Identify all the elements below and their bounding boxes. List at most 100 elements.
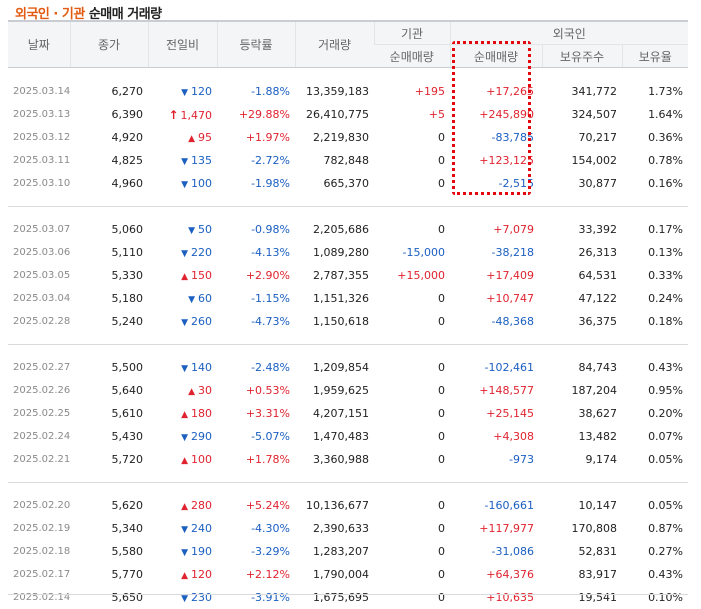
cell-holding-ratio: 0.05%: [622, 494, 688, 517]
group-spacer: [8, 207, 688, 219]
cell-date: 2025.02.18: [8, 540, 70, 563]
cell-holding-ratio: 0.18%: [622, 310, 688, 333]
cell-foreign-net: +64,376: [450, 563, 542, 586]
cell-inst-net: 0: [374, 494, 450, 517]
cell-close: 5,610: [70, 402, 148, 425]
change-value: 260: [191, 315, 212, 328]
down-triangle-icon: ▼: [181, 548, 188, 558]
up-triangle-icon: ▲: [181, 502, 188, 512]
cell-holding-ratio: 0.20%: [622, 402, 688, 425]
change-value: 135: [191, 154, 212, 167]
cell-holdings: 33,392: [542, 218, 622, 241]
cell-date: 2025.03.05: [8, 264, 70, 287]
cell-change: ▲150: [148, 264, 217, 287]
cell-holdings: 36,375: [542, 310, 622, 333]
cell-close: 5,340: [70, 517, 148, 540]
change-value: 30: [198, 384, 212, 397]
group-spacer: [8, 345, 688, 357]
cell-volume: 1,283,207: [295, 540, 374, 563]
down-triangle-icon: ▼: [181, 180, 188, 190]
cell-change: ▼140: [148, 356, 217, 379]
change-value: 60: [198, 292, 212, 305]
cell-volume: 2,205,686: [295, 218, 374, 241]
cell-inst-net: +195: [374, 80, 450, 103]
cell-date: 2025.02.25: [8, 402, 70, 425]
cell-inst-net: 0: [374, 563, 450, 586]
cell-volume: 26,410,775: [295, 103, 374, 126]
cell-holdings: 30,877: [542, 172, 622, 195]
cell-inst-net: 0: [374, 310, 450, 333]
cell-foreign-net: +148,577: [450, 379, 542, 402]
group-divider: [8, 471, 688, 483]
down-triangle-icon: ▼: [181, 364, 188, 374]
cell-holding-ratio: 0.13%: [622, 241, 688, 264]
cell-close: 6,390: [70, 103, 148, 126]
down-triangle-icon: ▼: [188, 295, 195, 305]
cell-change: ▼60: [148, 287, 217, 310]
down-triangle-icon: ▼: [181, 157, 188, 167]
cell-holding-ratio: 0.10%: [622, 586, 688, 609]
cell-change: ▲95: [148, 126, 217, 149]
cell-change: ▼230: [148, 586, 217, 609]
cell-holdings: 83,917: [542, 563, 622, 586]
cell-date: 2025.02.27: [8, 356, 70, 379]
cell-holding-ratio: 0.78%: [622, 149, 688, 172]
cell-change: ▲100: [148, 448, 217, 471]
down-triangle-icon: ▼: [181, 525, 188, 535]
cell-volume: 2,219,830: [295, 126, 374, 149]
cell-volume: 1,470,483: [295, 425, 374, 448]
cell-date: 2025.02.20: [8, 494, 70, 517]
cell-foreign-net: +7,079: [450, 218, 542, 241]
investor-trading-table: 날짜 종가 전일비 등락률 거래량 기관 외국인 순매매량 순매매량 보유주수 …: [8, 20, 688, 609]
cell-date: 2025.02.21: [8, 448, 70, 471]
cell-rate: +5.24%: [217, 494, 295, 517]
cell-inst-net: 0: [374, 448, 450, 471]
cell-volume: 1,959,625: [295, 379, 374, 402]
cell-close: 5,430: [70, 425, 148, 448]
header-volume: 거래량: [295, 21, 374, 68]
cell-rate: -3.91%: [217, 586, 295, 609]
cell-foreign-net: +10,635: [450, 586, 542, 609]
change-value: 280: [191, 499, 212, 512]
cell-inst-net: 0: [374, 287, 450, 310]
change-value: 230: [191, 591, 212, 604]
cell-volume: 782,848: [295, 149, 374, 172]
header-inst-net: 순매매량: [374, 45, 450, 68]
down-triangle-icon: ▼: [181, 433, 188, 443]
cell-date: 2025.03.07: [8, 218, 70, 241]
cell-holding-ratio: 0.07%: [622, 425, 688, 448]
cell-close: 4,960: [70, 172, 148, 195]
cell-volume: 1,675,695: [295, 586, 374, 609]
group-divider: [8, 195, 688, 207]
cell-change: ▼50: [148, 218, 217, 241]
up-triangle-icon: ▲: [181, 571, 188, 581]
change-value: 100: [191, 453, 212, 466]
cell-holding-ratio: 1.73%: [622, 80, 688, 103]
cell-change: ▼240: [148, 517, 217, 540]
cell-change: ▼100: [148, 172, 217, 195]
cell-change: ▲180: [148, 402, 217, 425]
cell-date: 2025.03.11: [8, 149, 70, 172]
cell-rate: -5.07%: [217, 425, 295, 448]
cell-foreign-net: +17,265: [450, 80, 542, 103]
cell-date: 2025.02.24: [8, 425, 70, 448]
cell-date: 2025.03.10: [8, 172, 70, 195]
cell-rate: -1.88%: [217, 80, 295, 103]
cell-inst-net: 0: [374, 149, 450, 172]
cell-rate: -3.29%: [217, 540, 295, 563]
header-foreign: 외국인: [450, 21, 688, 45]
cell-holdings: 187,204: [542, 379, 622, 402]
cell-rate: +3.31%: [217, 402, 295, 425]
cell-holding-ratio: 0.36%: [622, 126, 688, 149]
cell-holdings: 9,174: [542, 448, 622, 471]
cell-inst-net: +15,000: [374, 264, 450, 287]
cell-foreign-net: +123,125: [450, 149, 542, 172]
cell-change: ▼190: [148, 540, 217, 563]
